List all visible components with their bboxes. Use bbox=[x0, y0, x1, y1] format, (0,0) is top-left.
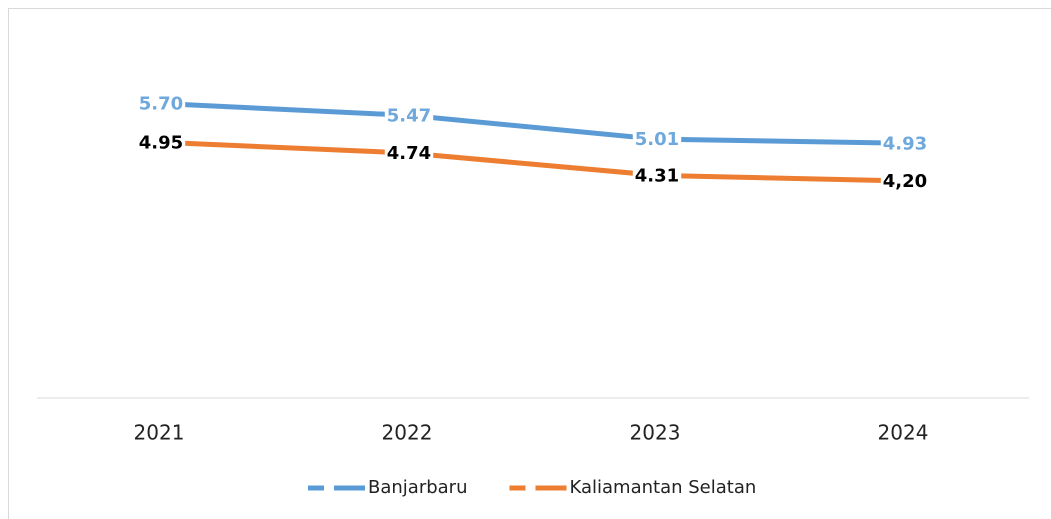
series-line bbox=[160, 101, 906, 146]
label-bg bbox=[384, 143, 434, 165]
data-label: 4,20 bbox=[883, 171, 927, 192]
data-label: 4.74 bbox=[387, 143, 431, 164]
data-label: 4.93 bbox=[883, 133, 927, 154]
legend-label: Banjarbaru bbox=[368, 477, 467, 498]
x-tick-label: 2023 bbox=[630, 421, 681, 445]
legend-label: Kaliamantan Selatan bbox=[569, 477, 756, 498]
data-label: 4.95 bbox=[139, 132, 183, 153]
label-bg bbox=[136, 93, 186, 115]
label-bg bbox=[632, 129, 682, 151]
label-bg bbox=[880, 171, 930, 192]
data-label: 5.47 bbox=[387, 105, 431, 126]
x-tick-label: 2024 bbox=[878, 421, 929, 445]
x-tick-label: 2021 bbox=[134, 421, 185, 445]
x-tick-label: 2022 bbox=[382, 421, 433, 445]
data-label: 5.01 bbox=[635, 129, 679, 150]
label-bg bbox=[632, 165, 682, 187]
series-line bbox=[160, 139, 906, 184]
data-label: 5.70 bbox=[139, 94, 183, 115]
label-bg bbox=[880, 133, 930, 155]
label-bg bbox=[384, 105, 434, 127]
label-bg bbox=[136, 132, 186, 154]
data-label: 4.31 bbox=[635, 165, 679, 186]
